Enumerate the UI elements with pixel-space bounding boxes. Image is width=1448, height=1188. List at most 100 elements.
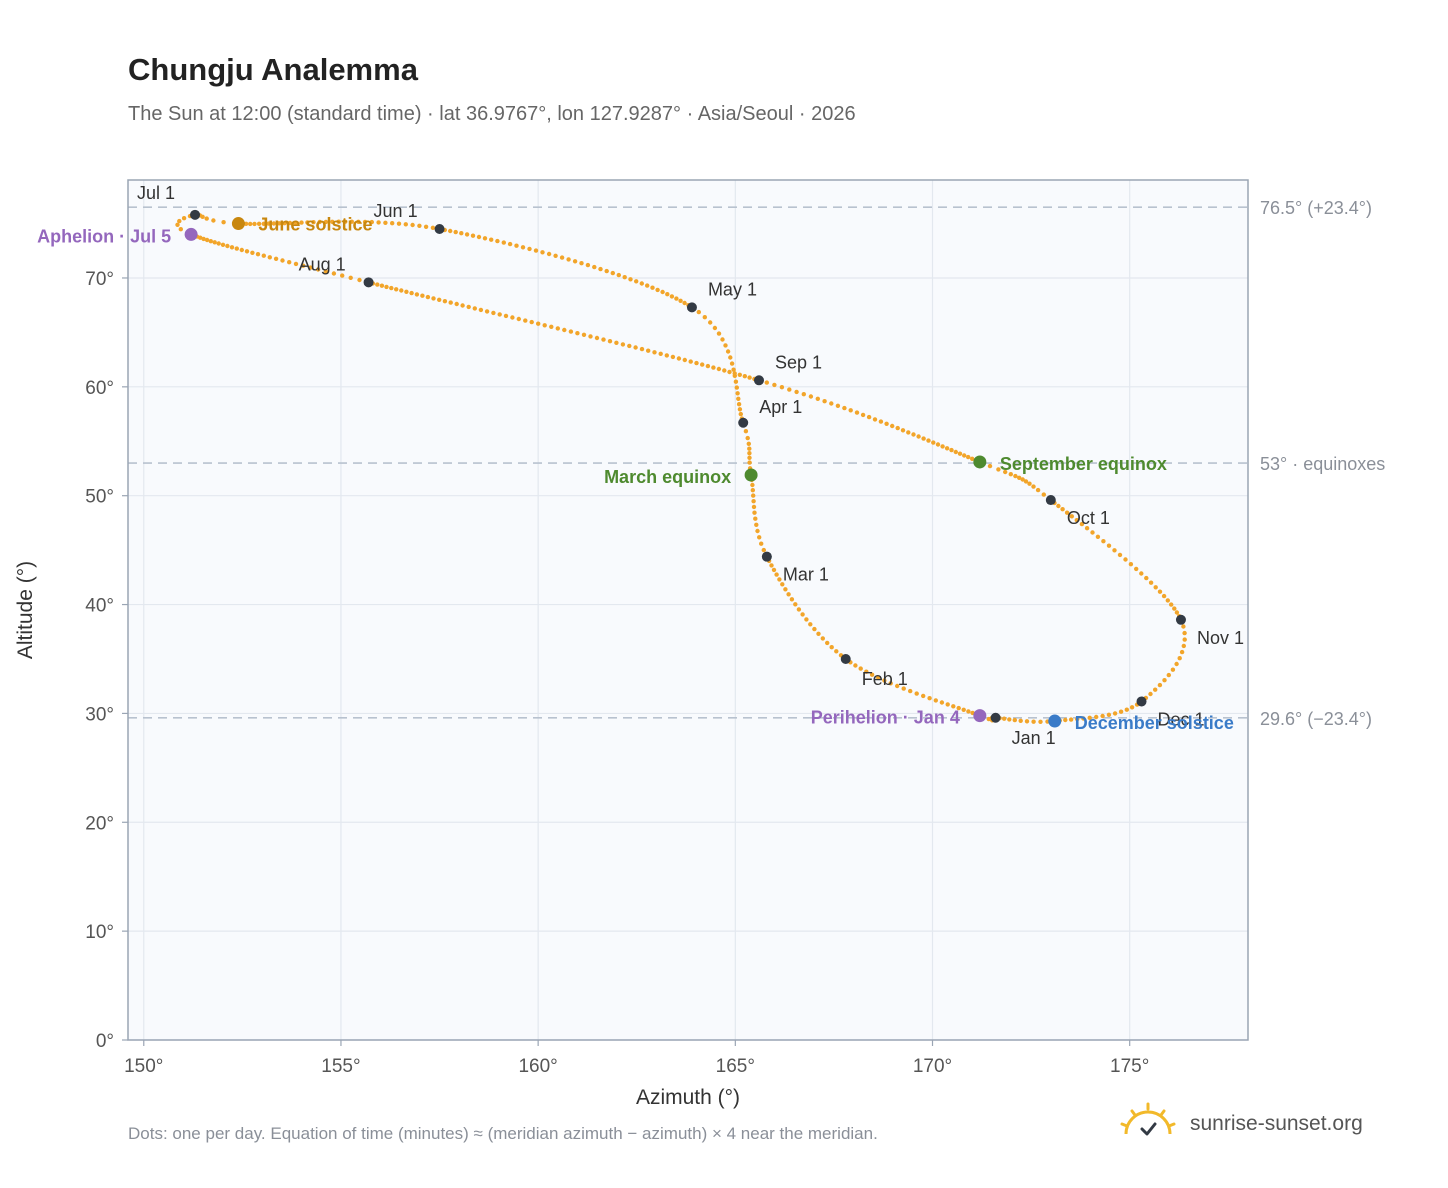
daily-sun-dot [786, 592, 791, 597]
daily-sun-dot [261, 253, 266, 258]
brand-logo[interactable]: sunrise-sunset.org [1120, 1100, 1400, 1148]
event-marker-dot [973, 709, 987, 723]
month-marker-label: Nov 1 [1197, 628, 1244, 648]
daily-sun-dot [911, 432, 916, 437]
daily-sun-dot [755, 528, 760, 534]
daily-sun-dot [808, 394, 814, 399]
daily-sun-dot [747, 375, 752, 380]
daily-sun-dot [708, 320, 713, 325]
daily-sun-dot [501, 240, 506, 245]
daily-sun-dot [299, 220, 304, 225]
daily-sun-dot [747, 451, 752, 456]
month-marker-dot [738, 417, 749, 428]
daily-sun-dot [1144, 575, 1149, 581]
daily-sun-dot [694, 360, 699, 366]
daily-sun-dot [331, 271, 337, 276]
daily-sun-dot [935, 442, 941, 447]
daily-sun-dot [1128, 562, 1134, 567]
daily-sun-dot [1063, 717, 1068, 723]
daily-sun-dot [1157, 589, 1163, 594]
daily-sun-dot [628, 277, 633, 282]
daily-sun-dot [256, 221, 262, 226]
daily-sun-dot [555, 326, 560, 331]
daily-sun-dot [931, 440, 936, 445]
daily-sun-dot [945, 702, 950, 707]
daily-sun-dot [588, 334, 593, 339]
daily-sun-dot [728, 355, 733, 360]
daily-sun-dot [737, 407, 743, 412]
daily-sun-dot [864, 669, 869, 674]
daily-sun-dot [516, 316, 521, 322]
daily-sun-dot [1031, 719, 1036, 724]
daily-sun-dot [423, 224, 429, 229]
daily-sun-dot [884, 421, 889, 426]
y-axis-label: Altitude (°) [14, 561, 37, 659]
daily-sun-dot [1017, 475, 1022, 480]
daily-sun-dot [750, 488, 755, 493]
event-marker-label: December solstice [1075, 713, 1234, 733]
daily-sun-dot [966, 454, 971, 460]
daily-sun-dot [1031, 484, 1036, 489]
x-axis-ticks: 150° 155° 160° 165° 170° 175° [124, 1040, 1149, 1077]
daily-sun-dot [1112, 711, 1118, 716]
daily-sun-dot [842, 405, 847, 411]
daily-sun-dot [348, 275, 353, 280]
daily-sun-dot [225, 243, 230, 249]
daily-sun-dot [650, 285, 655, 290]
daily-sun-dot [533, 248, 539, 253]
daily-sun-dot [966, 709, 971, 714]
daily-sun-dot [1181, 624, 1186, 629]
daily-sun-dot [733, 379, 739, 384]
month-marker-dot [686, 302, 697, 313]
daily-sun-dot [829, 401, 834, 406]
daily-sun-dot [900, 428, 906, 433]
daily-sun-dot [987, 463, 993, 469]
month-marker-label: Aug 1 [299, 254, 346, 274]
daily-sun-dot [448, 228, 453, 234]
reference-line-label: 29.6° (−23.4°) [1260, 709, 1372, 729]
plot-frame [127, 179, 1249, 1041]
daily-sun-dot [670, 354, 676, 360]
daily-sun-dot [812, 626, 817, 632]
daily-sun-dot [996, 467, 1001, 472]
month-marker-dot [1136, 696, 1147, 707]
daily-sun-dot [520, 245, 526, 250]
daily-sun-dot [1038, 719, 1043, 724]
daily-sun-dot [872, 417, 878, 422]
daily-sun-dot [484, 309, 490, 314]
daily-sun-dot [604, 268, 609, 274]
daily-sun-dot [542, 323, 547, 328]
y-axis-ticks: 0° 10° 20° 30° 40° 50° 60° 70° [85, 269, 128, 1052]
daily-sun-dot [732, 371, 737, 376]
daily-sun-dot [759, 541, 764, 546]
daily-sun-dot [216, 241, 221, 246]
daily-sun-dot [1106, 543, 1112, 548]
reference-lines: 76.5° (+23.4°) 53° · equinoxes 29.6° (−23.… [128, 198, 1385, 729]
month-marker-label: Feb 1 [862, 669, 908, 689]
daily-sun-dot [848, 408, 853, 413]
daily-sun-dot [575, 331, 580, 336]
daily-sun-dot [1174, 610, 1180, 615]
daily-sun-dot [315, 267, 321, 272]
daily-sun-dot [757, 535, 762, 540]
daily-sun-dot [420, 293, 425, 298]
daily-sun-dot [890, 423, 895, 429]
daily-sun-dot [986, 716, 991, 722]
daily-sun-dot [712, 325, 718, 331]
daily-sun-dot [403, 222, 408, 227]
daily-sun-dot [466, 304, 471, 310]
daily-sun-dot [442, 299, 448, 304]
event-marker-dot [744, 468, 758, 482]
daily-sun-dot [601, 337, 606, 342]
daily-sun-dot [696, 309, 701, 315]
daily-sun-dot [747, 455, 752, 460]
daily-sun-dot [1101, 539, 1106, 544]
daily-sun-dot [834, 649, 839, 654]
daily-sun-dot [665, 292, 670, 297]
daily-sun-dot [349, 219, 354, 224]
month-markers: Jan 1 Feb 1 Mar 1 Apr 1 May 1 Jun 1 Jul 1 Aug 1… [137, 183, 1244, 748]
daily-sun-dot [317, 219, 322, 225]
daily-sun-dot [1035, 487, 1041, 493]
daily-sun-dot [252, 221, 257, 227]
x-tick-label: 150° [124, 1056, 163, 1077]
